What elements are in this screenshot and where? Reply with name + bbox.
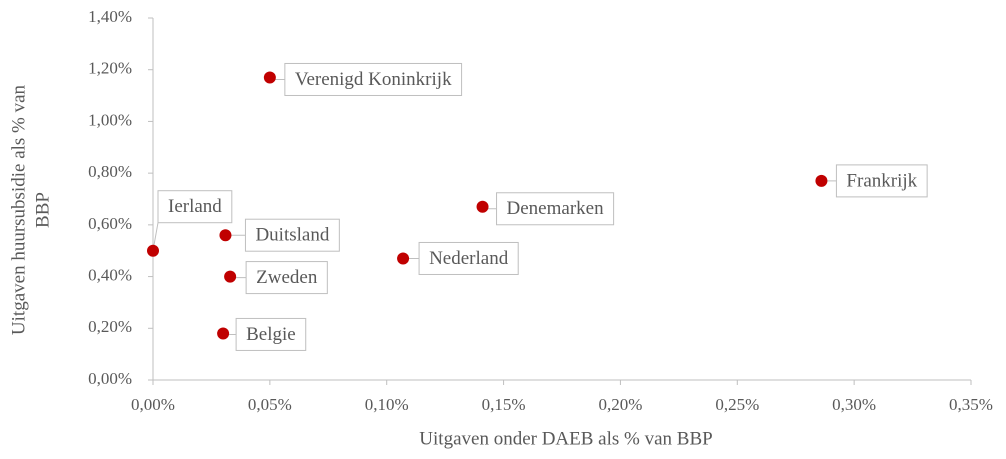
- label-box: [157, 190, 233, 224]
- y-axis-title: Uitgaven huursubsidie als % van BBP: [8, 84, 53, 335]
- point-label: Nederland: [429, 248, 509, 269]
- x-tick-label: 0,05%: [248, 395, 292, 414]
- label-box: [496, 192, 615, 226]
- x-tick-label: 0,25%: [715, 395, 759, 414]
- y-tick-label: 1,40%: [88, 7, 132, 26]
- point-label: Belgie: [246, 324, 296, 345]
- point: [147, 244, 159, 257]
- point: [476, 200, 489, 213]
- label-box: [418, 241, 519, 275]
- y-tick-label: 0,00%: [88, 369, 132, 388]
- label-box: [284, 62, 463, 96]
- x-tick-label: 0,35%: [949, 395, 993, 414]
- y-tick-label: 0,20%: [88, 317, 132, 336]
- x-tick-label: 0,15%: [482, 395, 526, 414]
- point: [397, 252, 410, 265]
- y-tick-label: 1,00%: [88, 110, 132, 129]
- label-box: [235, 317, 307, 351]
- label-box: [244, 218, 340, 252]
- point-label: Frankrijk: [846, 170, 917, 191]
- y-tick-label: 1,20%: [88, 59, 132, 78]
- point: [263, 71, 276, 84]
- x-axis-title: Uitgaven onder DAEB als % van BBP: [419, 428, 712, 449]
- x-tick-label: 0,30%: [832, 395, 876, 414]
- point: [219, 229, 232, 242]
- point: [217, 327, 230, 340]
- y-tick-label: 0,80%: [88, 162, 132, 181]
- y-axis-title-line: BBP: [32, 192, 53, 228]
- x-tick-label: 0,00%: [131, 395, 175, 414]
- y-tick-label: 0,60%: [88, 214, 132, 233]
- y-axis-title-line: Uitgaven huursubsidie als % van: [8, 84, 29, 335]
- point: [815, 174, 828, 187]
- point-label: Duitsland: [255, 225, 329, 246]
- x-tick-label: 0,20%: [598, 395, 642, 414]
- point-label: Denemarken: [507, 198, 605, 219]
- point-label: Verenigd Koninkrijk: [295, 69, 452, 90]
- label-box: [835, 164, 928, 198]
- y-tick-label: 0,40%: [88, 265, 132, 284]
- label-box: [245, 261, 328, 295]
- x-tick-label: 0,10%: [365, 395, 409, 414]
- point-label: Ierland: [168, 196, 222, 217]
- point-label: Zweden: [256, 267, 318, 288]
- point: [224, 270, 237, 283]
